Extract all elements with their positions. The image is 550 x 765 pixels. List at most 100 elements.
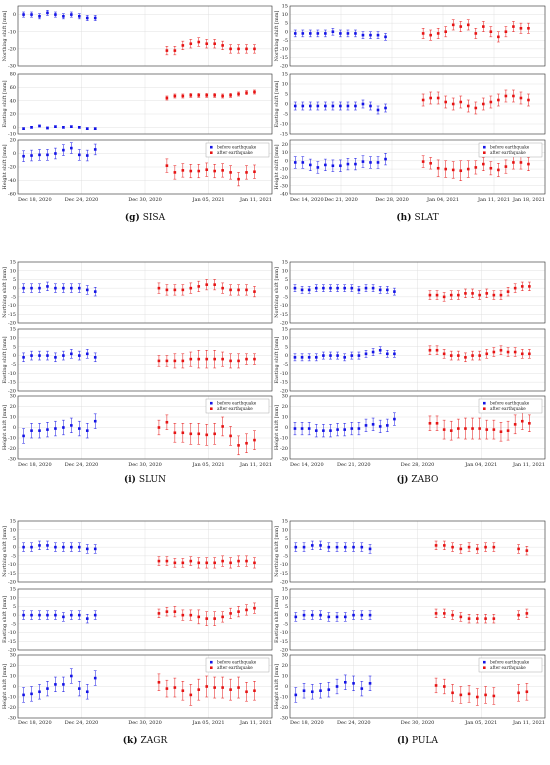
caption-name: SLUN [139,475,166,485]
y-tick-label: 20 [282,142,288,148]
data-point-before [319,613,322,617]
y-tick-label: 10 [282,12,288,18]
data-point-after [165,288,169,292]
data-point-before [54,545,57,549]
data-point-before [354,162,357,166]
y-axis-label: Easting shift [mm] [274,336,280,383]
data-point-after [245,357,248,361]
data-point-after [181,689,185,692]
panel-frame [289,588,546,651]
data-point-after [237,47,240,51]
data-point-before [301,32,305,35]
y-tick-label: -15 [280,55,288,61]
data-point-after [205,283,209,286]
y-tick-label: -15 [8,380,16,386]
data-point-before [322,286,325,290]
legend-marker [483,401,486,405]
panel-frame [289,520,546,583]
panel-frame [17,520,273,583]
data-point-before [22,693,25,697]
data-point-after [504,165,508,168]
data-point-before [46,126,49,130]
data-point-before [46,11,49,15]
data-point-before [78,14,81,18]
data-point-before [93,356,97,359]
legend-label: before earthquake [217,401,257,406]
data-point-after [513,286,517,290]
data-point-before [300,288,304,292]
data-point-before [85,127,89,130]
y-tick-label: -20 [8,580,16,586]
data-point-after [504,30,508,34]
y-tick-label: -20 [8,446,16,452]
data-point-before [30,354,33,357]
data-point-after [499,430,503,433]
y-tick-label: -5 [11,621,16,627]
data-point-before [70,286,73,290]
data-point-after [520,352,524,356]
x-tick-label: Jan 04, 2021 [464,462,497,468]
data-point-before [30,545,33,549]
y-tick-label: -5 [11,362,16,368]
data-point-before [38,124,41,128]
data-point-after [492,545,496,549]
data-point-before [336,354,339,357]
y-tick-label: 0 [13,353,16,359]
data-point-after [165,687,169,690]
data-point-before [93,290,97,293]
y-tick-label: -20 [280,321,288,327]
y-axis-label: Height shift [mm] [2,664,8,709]
data-point-before [302,613,306,617]
y-tick-label: -10 [280,46,288,52]
data-point-after [485,428,489,431]
data-point-after [197,94,201,97]
data-point-before [329,429,332,432]
y-tick-label: -10 [280,695,288,701]
legend-label: after earthquake [490,665,526,670]
y-tick-label: 5 [285,344,288,350]
data-point-after [173,686,177,689]
data-point-before [22,613,25,617]
data-point-before [78,613,81,617]
data-point-after [451,168,455,172]
data-point-after [449,429,453,432]
data-point-before [307,288,311,292]
data-point-before [46,428,49,431]
caption-name: SLAT [414,213,438,223]
y-tick-label: 5 [13,604,16,610]
y-tick-label: 15 [282,327,288,333]
data-point-after [459,25,463,28]
data-point-after [499,293,503,297]
data-point-before [70,545,73,549]
data-point-before [327,688,331,691]
data-point-after [525,690,529,694]
data-point-after [237,559,240,563]
y-tick-label: 0 [13,286,16,292]
data-point-after [436,166,440,170]
x-tick-label: Dec 28, 2020 [375,197,409,203]
panel-height: 30 20 10 0 -10 -20 -30 Height shift [mm] before … [274,394,546,463]
data-point-after [435,348,439,352]
data-point-after [205,433,209,437]
data-point-before [364,286,368,290]
data-point-before [329,354,332,357]
y-tick-label: -10 [280,630,288,636]
y-tick-label: 0 [13,12,16,18]
data-point-before [343,428,346,431]
y-tick-label: -10 [8,562,16,568]
y-tick-label: -10 [8,436,16,442]
data-point-before [54,613,57,617]
panel-frame [289,654,546,719]
data-point-after [527,98,530,102]
data-point-before [93,148,97,151]
data-point-after [205,561,209,565]
data-point-after [471,354,474,357]
data-point-before [54,286,57,290]
data-point-after [213,617,216,620]
y-tick-label: 0 [13,125,16,131]
